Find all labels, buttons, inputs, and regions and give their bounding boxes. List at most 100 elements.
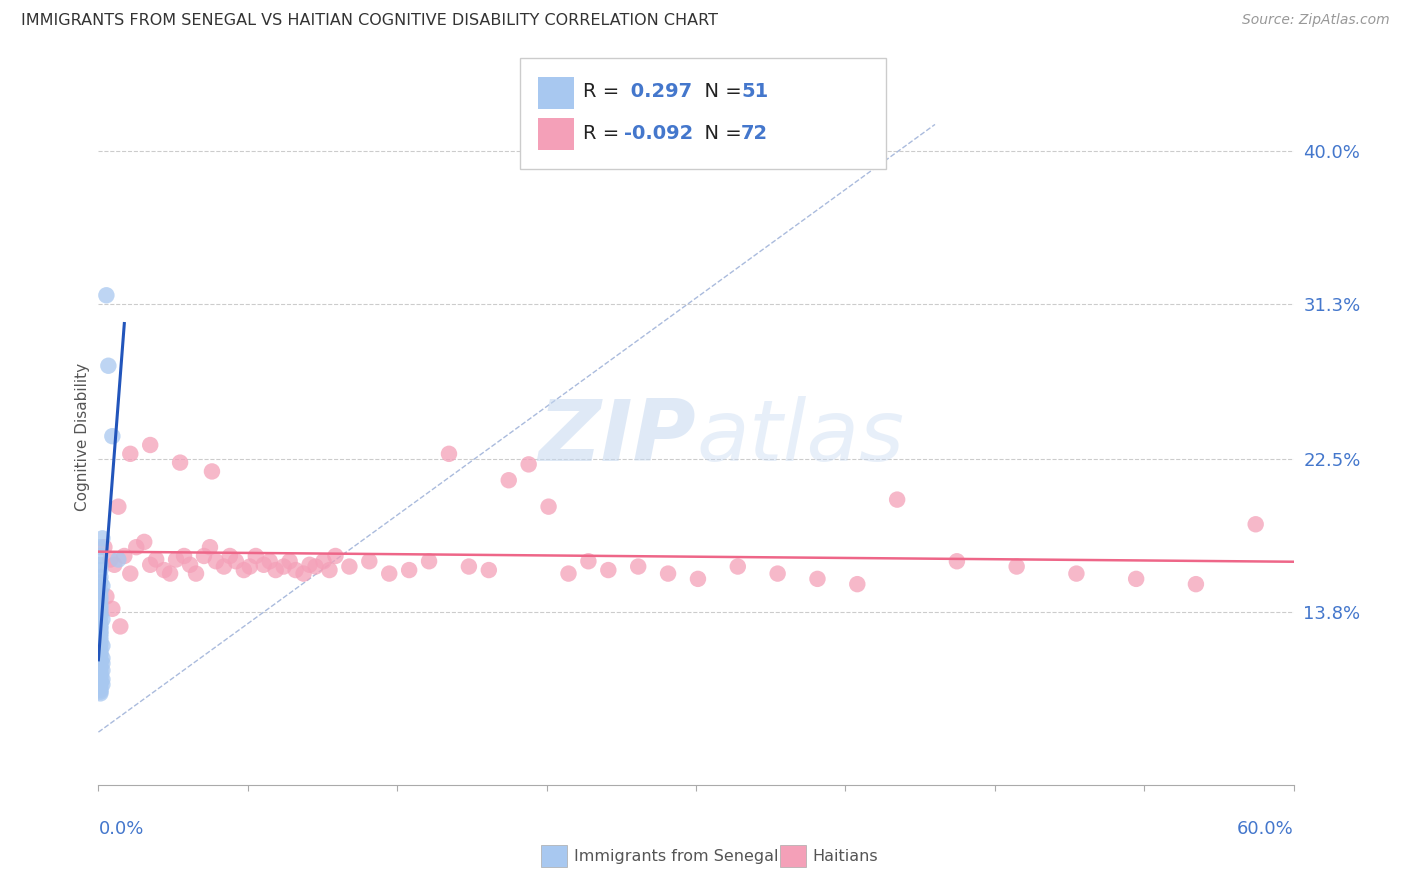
Point [657, 566, 679, 581]
Point [91, 673, 114, 687]
Point [89, 593, 111, 607]
Point [89, 665, 111, 680]
Point [101, 602, 124, 616]
Text: 60.0%: 60.0% [1237, 820, 1294, 838]
Point [298, 558, 321, 572]
Point [219, 549, 242, 563]
Point [205, 554, 228, 568]
Point [806, 572, 828, 586]
Point [686, 572, 709, 586]
Point [103, 558, 125, 572]
Point [89, 675, 111, 690]
Point [627, 559, 650, 574]
Point [89, 590, 111, 604]
Point [93, 540, 115, 554]
Point [378, 566, 401, 581]
Point [89, 619, 111, 633]
Point [96, 288, 118, 302]
Point [89, 615, 111, 630]
Point [89, 642, 111, 657]
Point [89, 686, 111, 700]
Text: N =: N = [692, 124, 748, 144]
Point [478, 563, 501, 577]
Point [1185, 577, 1208, 591]
Point [169, 456, 191, 470]
Point [101, 429, 124, 443]
Point [120, 566, 142, 581]
Point [91, 579, 114, 593]
Point [398, 563, 420, 577]
Point [339, 559, 360, 574]
Point [110, 619, 132, 633]
Point [89, 626, 111, 640]
Text: 51: 51 [741, 82, 768, 102]
Point [89, 558, 111, 572]
Point [89, 575, 111, 590]
Text: Source: ZipAtlas.com: Source: ZipAtlas.com [1241, 13, 1389, 28]
Point [89, 679, 111, 693]
Point [107, 500, 129, 514]
Point [91, 677, 114, 691]
Point [1005, 559, 1028, 574]
Point [125, 540, 148, 554]
Point [292, 566, 315, 581]
Point [91, 664, 114, 678]
Text: -0.092: -0.092 [624, 124, 693, 144]
Point [1125, 572, 1147, 586]
Point [766, 566, 789, 581]
Point [89, 682, 111, 697]
Point [89, 549, 111, 563]
Point [89, 633, 111, 648]
Point [312, 554, 335, 568]
Text: ZIP: ZIP [538, 395, 696, 479]
Point [145, 552, 167, 566]
Point [89, 563, 111, 577]
Text: Immigrants from Senegal: Immigrants from Senegal [574, 849, 778, 863]
Point [201, 465, 224, 479]
Point [91, 639, 114, 653]
Point [517, 458, 540, 472]
Point [458, 559, 481, 574]
Point [437, 447, 460, 461]
Point [165, 552, 187, 566]
Point [89, 584, 111, 599]
Point [91, 651, 114, 665]
Point [100, 552, 122, 566]
Point [89, 637, 111, 651]
Point [89, 646, 111, 660]
Point [89, 673, 111, 688]
Text: 0.297: 0.297 [624, 82, 692, 102]
Text: IMMIGRANTS FROM SENEGAL VS HAITIAN COGNITIVE DISABILITY CORRELATION CHART: IMMIGRANTS FROM SENEGAL VS HAITIAN COGNI… [21, 13, 718, 29]
Point [89, 602, 111, 616]
Point [239, 559, 262, 574]
Point [259, 554, 281, 568]
Point [325, 549, 347, 563]
Point [318, 563, 340, 577]
Point [264, 563, 287, 577]
Point [184, 566, 207, 581]
Point [198, 540, 221, 554]
Point [91, 612, 114, 626]
Point [173, 549, 195, 563]
Point [89, 671, 111, 685]
Point [89, 655, 111, 669]
Point [89, 540, 111, 554]
Point [598, 563, 620, 577]
Point [89, 605, 111, 619]
Point [89, 669, 111, 683]
Point [537, 500, 560, 514]
Text: R =: R = [583, 124, 626, 144]
Text: 72: 72 [741, 124, 768, 144]
Point [846, 577, 869, 591]
Point [89, 653, 111, 667]
Text: N =: N = [692, 82, 748, 102]
Point [89, 599, 111, 613]
Point [193, 549, 215, 563]
Point [91, 657, 114, 671]
Point [112, 549, 135, 563]
Point [886, 492, 908, 507]
Point [304, 559, 326, 574]
Point [89, 570, 111, 584]
Text: Haitians: Haitians [813, 849, 879, 863]
Point [120, 447, 142, 461]
